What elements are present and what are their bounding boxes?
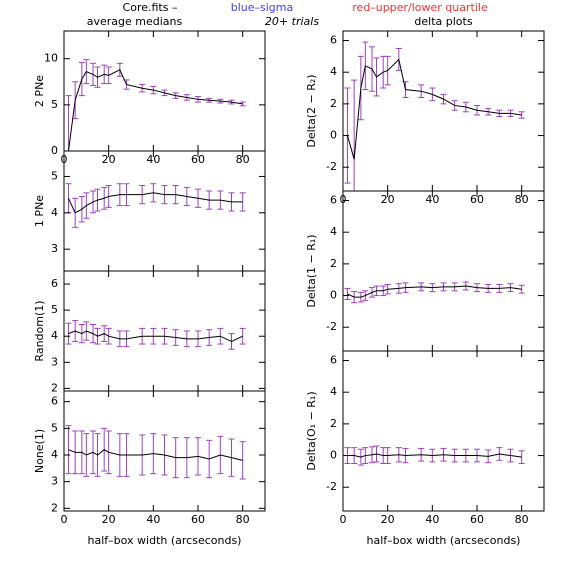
y-tick-label: -2 (326, 480, 337, 493)
y-tick-label: -2 (326, 160, 337, 173)
y-tick-label: 0 (51, 144, 58, 157)
y-tick-label: 0 (330, 129, 337, 142)
x-tick-label: 20 (102, 153, 116, 166)
y-tick-label: 10 (44, 52, 58, 65)
y-tick-label: 4 (330, 385, 337, 398)
data-line (68, 192, 243, 214)
y-tick-label: 4 (51, 448, 58, 461)
y-tick-label: 2 (330, 417, 337, 430)
frame (342, 190, 545, 352)
header-sigma: blue–sigma (231, 1, 294, 14)
plot-area (344, 41, 525, 191)
x-tick-label: 80 (515, 193, 529, 206)
x-tick-label: 60 (191, 513, 205, 526)
frame (63, 390, 266, 512)
data-line (346, 58, 522, 160)
x-tick-label: 80 (515, 513, 529, 526)
y-axis-label: None(1) (33, 429, 46, 473)
plot-area (65, 59, 246, 151)
y-axis-label: 1 PNe (33, 195, 46, 227)
plot-area (65, 183, 246, 228)
y-tick-label: 6 (51, 277, 58, 290)
y-tick-label: 4 (330, 65, 337, 78)
y-tick-label: 5 (51, 303, 58, 316)
panel-title: delta plots (414, 15, 472, 28)
header-quartile: red–upper/lower quartile (352, 1, 488, 14)
y-tick-label: 5 (51, 169, 58, 182)
y-tick-label: 0 (330, 449, 337, 462)
y-axis-label: Random(1) (33, 300, 46, 361)
panel-title: average medians (87, 15, 183, 28)
y-axis-label: Delta(2 − R₂) (305, 74, 318, 147)
y-axis-label: Delta(O₁ − R₁) (305, 391, 318, 470)
header-file: Core.fits – (123, 1, 178, 14)
x-tick-label: 80 (236, 153, 250, 166)
plot-area (65, 425, 246, 480)
x-tick-label: 60 (470, 513, 484, 526)
frame (342, 30, 545, 192)
header-trials: 20+ trials (265, 15, 319, 28)
y-tick-label: 6 (51, 395, 58, 408)
plot-area (344, 445, 525, 466)
frame (63, 150, 266, 272)
x-tick-label: 20 (102, 513, 116, 526)
x-tick-label: 40 (425, 513, 439, 526)
x-axis-label: half–box width (arcseconds) (88, 534, 242, 547)
y-tick-label: 0 (330, 289, 337, 302)
y-tick-label: 2 (51, 381, 58, 394)
x-tick-label: 60 (470, 193, 484, 206)
data-line (68, 449, 243, 461)
data-line (67, 69, 243, 151)
x-tick-label: 0 (340, 513, 347, 526)
plot-area (65, 320, 246, 350)
x-tick-label: 20 (381, 193, 395, 206)
data-line (347, 285, 522, 298)
y-tick-label: 2 (330, 97, 337, 110)
y-tick-label: 2 (330, 257, 337, 270)
x-tick-label: 40 (146, 153, 160, 166)
y-axis-label: 2 PNe (33, 75, 46, 107)
y-tick-label: 6 (330, 194, 337, 207)
x-axis-label: half–box width (arcseconds) (367, 534, 521, 547)
y-tick-label: 6 (330, 34, 337, 47)
x-tick-label: 80 (236, 513, 250, 526)
y-tick-label: 5 (51, 421, 58, 434)
y-tick-label: 4 (51, 329, 58, 342)
y-tick-label: 2 (51, 501, 58, 514)
y-tick-label: -2 (326, 320, 337, 333)
y-tick-label: 4 (330, 225, 337, 238)
plot-area (344, 281, 525, 304)
y-tick-label: 3 (51, 355, 58, 368)
data-line (347, 453, 522, 458)
x-tick-label: 20 (381, 513, 395, 526)
y-tick-label: 3 (51, 242, 58, 255)
x-tick-label: 40 (146, 513, 160, 526)
y-tick-label: 4 (51, 206, 58, 219)
y-axis-label: Delta(1 − R₁) (305, 234, 318, 307)
y-tick-label: 3 (51, 475, 58, 488)
x-tick-label: 40 (425, 193, 439, 206)
y-tick-label: 6 (330, 354, 337, 367)
x-tick-label: 60 (191, 153, 205, 166)
x-tick-label: 0 (61, 513, 68, 526)
y-tick-label: 5 (51, 98, 58, 111)
frame (342, 350, 545, 512)
data-line (68, 330, 243, 342)
